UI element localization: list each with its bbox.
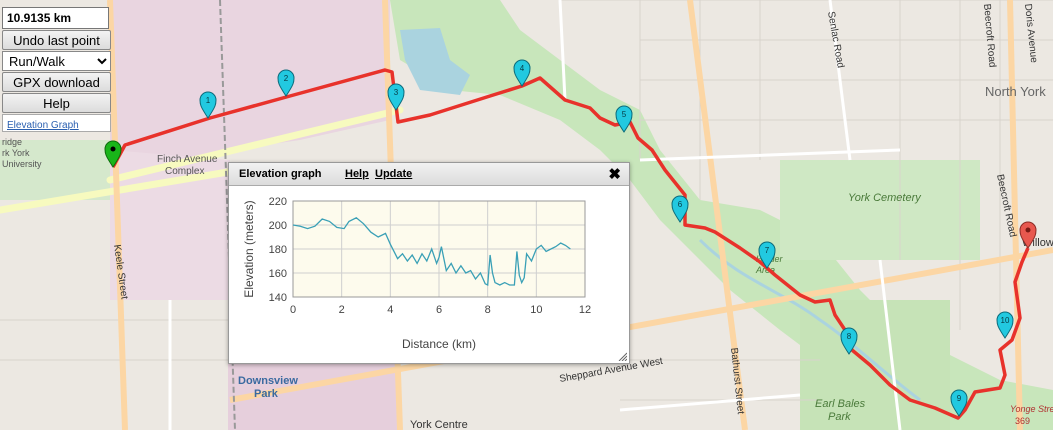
chart-y-tick-label: 220	[269, 196, 287, 208]
distance-display: 10.9135 km	[2, 7, 109, 29]
chart-plot-border	[292, 200, 586, 298]
route-marker-label: 4	[520, 64, 525, 73]
route-marker-label: 1	[206, 96, 211, 105]
elevation-window: Elevation graph Help Update ✖ 0 2 4 6 8 10 12 1…	[228, 162, 630, 364]
elevation-link-container: Elevation Graph	[2, 114, 111, 132]
label-yonge-369: 369	[1015, 416, 1030, 426]
end-marker[interactable]	[1019, 221, 1037, 249]
chart-x-axis-label: Distance (km)	[402, 337, 476, 351]
route-marker-label: 8	[847, 332, 852, 341]
route-marker-label: 3	[394, 88, 399, 97]
label-york-university-2: rk York	[2, 148, 30, 158]
route-marker-4[interactable]: 4	[513, 59, 531, 87]
chart-x-tick-label: 8	[485, 304, 491, 316]
label-finch-complex-2: Complex	[165, 166, 204, 177]
chart-x-tick-label: 2	[339, 304, 345, 316]
elevation-series-line	[292, 217, 571, 286]
control-panel: 10.9135 km Undo last point Run/Walk GPX …	[2, 7, 111, 132]
route-marker-7[interactable]: 7	[758, 241, 776, 269]
elevation-update-link[interactable]: Update	[375, 168, 413, 180]
route-marker-8[interactable]: 8	[840, 327, 858, 355]
route-marker-2[interactable]: 2	[277, 69, 295, 97]
label-yonge-street: Yonge Stre	[1010, 404, 1053, 414]
route-marker-label: 6	[678, 200, 683, 209]
label-york-university: ridge	[2, 137, 22, 147]
route-marker-6[interactable]: 6	[671, 195, 689, 223]
route-marker-3[interactable]: 3	[387, 83, 405, 111]
route-marker-label: 5	[622, 110, 627, 119]
chart-x-tick-label: 10	[530, 304, 542, 316]
start-marker[interactable]	[104, 140, 122, 168]
route-marker-label: 10	[1001, 316, 1010, 325]
chart-x-tick-label: 4	[387, 304, 393, 316]
label-downsview: Downsview	[238, 375, 298, 387]
close-icon[interactable]: ✖	[608, 166, 621, 183]
elevation-graph-link[interactable]: Elevation Graph	[7, 120, 79, 131]
chart-y-tick-label: 160	[269, 268, 287, 280]
chart-x-tick-label: 6	[436, 304, 442, 316]
route-marker-10[interactable]: 10	[996, 311, 1014, 339]
undo-last-point-button[interactable]: Undo last point	[2, 30, 111, 50]
route-marker-label: 7	[765, 246, 770, 255]
chart-x-tick-label: 0	[290, 304, 296, 316]
label-york-cemetery: York Cemetery	[848, 192, 922, 204]
chart-y-tick-label: 180	[269, 244, 287, 256]
elevation-help-link[interactable]: Help	[345, 168, 369, 180]
route-marker-label: 9	[957, 394, 962, 403]
label-downsview-2: Park	[254, 388, 279, 400]
mode-select[interactable]: Run/Walk	[2, 51, 111, 71]
route-marker-label: 2	[284, 74, 289, 83]
label-north-york: North York	[985, 84, 1046, 99]
resize-handle-icon[interactable]	[617, 351, 627, 361]
label-york-centre: York Centre	[410, 419, 468, 430]
chart-y-tick-label: 140	[269, 292, 287, 304]
label-york-university-3: University	[2, 159, 42, 169]
elevation-chart: 0 2 4 6 8 10 12 140 160 180 200 220 Distance (km) E…	[242, 196, 591, 351]
label-hinder-area-2: Area	[755, 265, 775, 275]
elevation-window-title: Elevation graph	[239, 168, 322, 180]
label-earl-bales: Earl Bales	[815, 398, 866, 410]
route-marker-1[interactable]: 1	[199, 91, 217, 119]
route-marker-5[interactable]: 5	[615, 105, 633, 133]
chart-y-axis-label: Elevation (meters)	[242, 200, 256, 297]
route-marker-9[interactable]: 9	[950, 389, 968, 417]
gpx-download-button[interactable]: GPX download	[2, 72, 111, 92]
label-finch-complex: Finch Avenue	[157, 154, 218, 165]
chart-x-tick-label: 12	[579, 304, 591, 316]
route-line	[111, 68, 1030, 420]
label-earl-bales-2: Park	[828, 411, 851, 423]
help-button[interactable]: Help	[2, 93, 111, 113]
chart-y-tick-label: 200	[269, 220, 287, 232]
elevation-window-header[interactable]: Elevation graph Help Update ✖	[229, 163, 629, 186]
